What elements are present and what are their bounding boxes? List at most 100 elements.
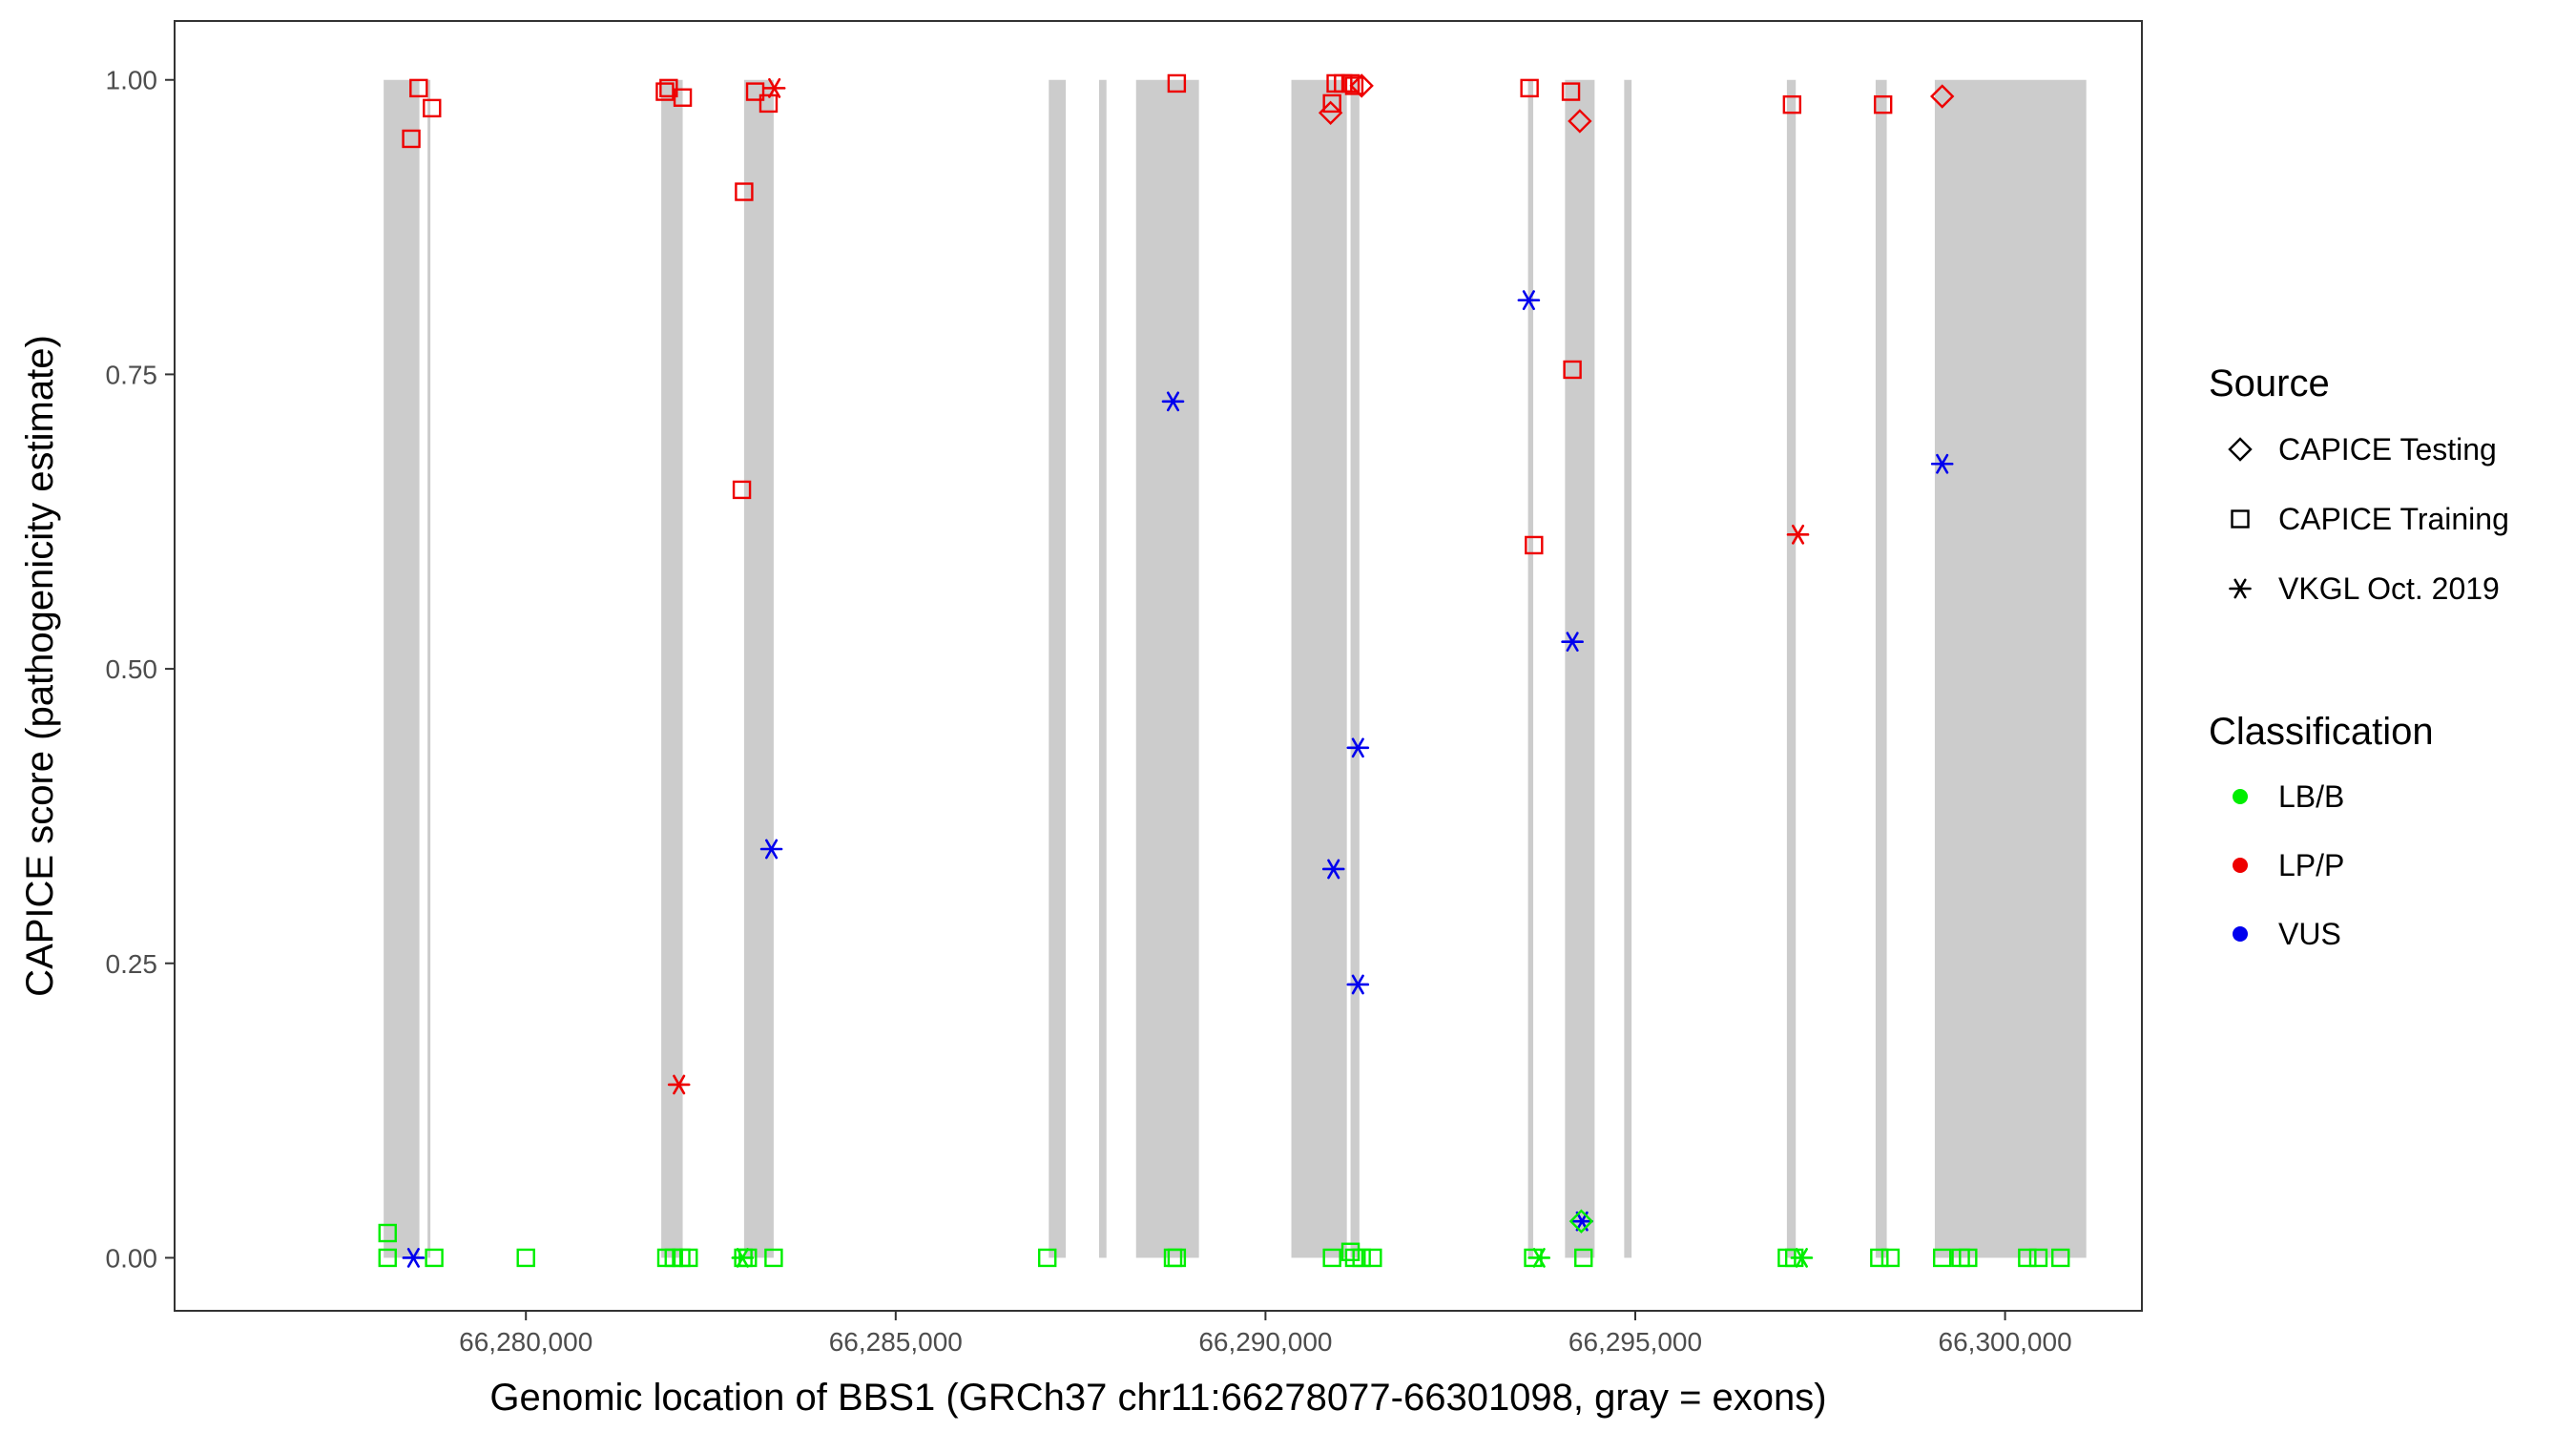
y-axis: 0.00 0.25 0.50 0.75 1.00 xyxy=(106,66,175,1273)
legend-key-testing xyxy=(2228,437,2253,462)
data-point-training xyxy=(1322,1248,1341,1268)
legend-key-lb-b xyxy=(2233,789,2248,804)
x-axis: 66,280,000 66,285,000 66,290,000 66,295,000… xyxy=(459,1311,2072,1357)
data-point-vkgl xyxy=(1527,1248,1551,1268)
legend-key-vus xyxy=(2233,926,2248,942)
legend-key-training xyxy=(2231,509,2250,529)
data-point-vkgl xyxy=(759,839,783,860)
data-point-training xyxy=(516,1248,535,1268)
exon-band xyxy=(1350,79,1360,1258)
data-point-training xyxy=(1563,360,1582,380)
legend: Source Classification CAPICE Testing CAPI… xyxy=(2209,363,2509,951)
data-point-training xyxy=(378,1223,397,1243)
legend-label-lp-p: LP/P xyxy=(2278,848,2344,882)
data-point-training xyxy=(758,93,779,114)
data-point-training xyxy=(1167,1248,1187,1268)
data-point-testing xyxy=(1318,100,1343,126)
data-points xyxy=(378,73,2070,1268)
legend-label-testing: CAPICE Testing xyxy=(2278,432,2497,467)
legend-label-vkgl: VKGL Oct. 2019 xyxy=(2278,571,2500,606)
plot-panel-border xyxy=(174,20,2143,1312)
data-point-training xyxy=(655,82,675,101)
x-tick-label: 66,290,000 xyxy=(1198,1327,1332,1357)
y-tick-label: 0.25 xyxy=(106,949,158,979)
data-point-training xyxy=(1038,1248,1057,1268)
data-point-training xyxy=(732,480,752,500)
legend-key-vkgl xyxy=(2229,578,2252,599)
data-point-training xyxy=(1959,1248,1978,1268)
legend-label-vus: VUS xyxy=(2278,917,2341,951)
data-point-training xyxy=(1340,73,1361,93)
legend-label-training: CAPICE Training xyxy=(2278,502,2509,536)
data-point-training xyxy=(2051,1248,2070,1268)
data-point-vkgl xyxy=(1346,974,1370,995)
y-tick-label: 0.75 xyxy=(106,360,158,389)
data-point-training xyxy=(1932,1248,1952,1268)
exon-band xyxy=(743,79,774,1258)
data-point-training xyxy=(402,129,421,149)
data-point-training xyxy=(409,78,428,98)
data-point-training xyxy=(1561,82,1581,101)
data-point-training xyxy=(1574,1248,1593,1268)
data-point-training xyxy=(1873,94,1893,114)
exon-band xyxy=(1786,79,1797,1258)
data-point-training xyxy=(1363,1248,1382,1268)
exon-band xyxy=(384,79,420,1258)
exon-band xyxy=(1934,79,2087,1258)
data-point-training xyxy=(1344,76,1364,95)
data-point-testing xyxy=(1568,109,1592,134)
data-point-vkgl xyxy=(1561,632,1584,653)
data-point-training xyxy=(659,78,678,98)
data-point-training xyxy=(1167,73,1187,93)
data-point-vkgl xyxy=(1346,737,1370,758)
legend-key-lp-p xyxy=(2233,858,2248,873)
exon-band xyxy=(1291,79,1347,1258)
x-tick-label: 66,285,000 xyxy=(829,1327,963,1357)
data-point-vkgl xyxy=(1790,1248,1814,1268)
data-point-training xyxy=(1352,1248,1371,1268)
data-point-training xyxy=(1322,93,1341,114)
data-point-vkgl xyxy=(667,1074,691,1095)
data-point-vkgl xyxy=(402,1248,426,1268)
exon-band xyxy=(427,79,431,1258)
data-point-testing xyxy=(1930,84,1955,109)
data-point-training xyxy=(378,1248,397,1268)
data-point-vkgl xyxy=(1930,453,1954,474)
x-tick-label: 66,280,000 xyxy=(459,1327,592,1357)
data-point-vkgl xyxy=(1161,391,1185,412)
x-tick-label: 66,295,000 xyxy=(1568,1327,1702,1357)
y-tick-label: 1.00 xyxy=(106,66,158,95)
exon-band xyxy=(1875,79,1887,1258)
data-point-vkgl xyxy=(762,77,786,98)
data-point-training xyxy=(2018,1248,2037,1268)
y-tick-label: 0.50 xyxy=(106,654,158,684)
exon-band xyxy=(1135,79,1199,1258)
data-point-training xyxy=(1782,94,1802,114)
exon-band xyxy=(1098,79,1107,1258)
x-tick-label: 66,300,000 xyxy=(1939,1327,2072,1357)
exon-band xyxy=(1049,79,1067,1258)
data-point-training xyxy=(735,182,754,201)
legend-title-source: Source xyxy=(2209,363,2330,404)
exon-band xyxy=(1565,79,1595,1258)
data-point-vkgl xyxy=(1517,290,1541,311)
data-point-training xyxy=(745,82,765,101)
data-point-vkgl xyxy=(1321,859,1345,880)
data-point-training xyxy=(1520,78,1539,98)
data-point-training xyxy=(1340,1242,1361,1261)
data-point-training xyxy=(679,1248,698,1268)
data-point-training xyxy=(1870,1248,1889,1268)
exon-band xyxy=(1624,79,1632,1258)
legend-label-lb-b: LB/B xyxy=(2278,779,2344,814)
data-point-training xyxy=(2028,1248,2048,1268)
y-axis-title: CAPICE score (pathogenicity estimate) xyxy=(19,335,61,997)
y-tick-label: 0.00 xyxy=(106,1243,158,1273)
data-point-vkgl xyxy=(1786,524,1810,545)
exon-band xyxy=(661,79,683,1258)
data-point-training xyxy=(673,88,693,107)
data-point-testing xyxy=(1568,1209,1594,1234)
exon-bands xyxy=(384,79,2087,1258)
data-point-vkgl xyxy=(731,1248,755,1268)
data-point-training xyxy=(425,1248,444,1268)
